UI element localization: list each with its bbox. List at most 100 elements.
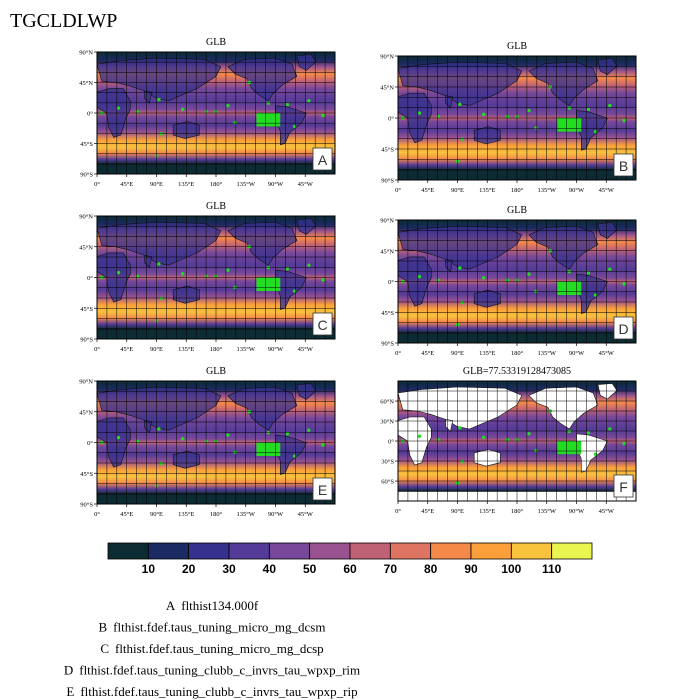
x-tick-label: 90°E xyxy=(451,508,464,515)
x-tick-label: 90°W xyxy=(268,346,284,353)
station-marker xyxy=(622,282,626,286)
panel-letter: E xyxy=(318,482,327,498)
x-tick-label: 135°W xyxy=(237,511,256,518)
station-marker xyxy=(586,430,591,435)
panel-letter-box xyxy=(312,147,333,171)
colorbar: 10 20 30 40 50 60 70 80 90 100 110 xyxy=(107,542,593,576)
y-tick-label: 90°S xyxy=(80,172,93,179)
x-tick-label: 135°W xyxy=(237,181,256,188)
panel-letter: B xyxy=(619,158,628,174)
y-tick-label: 60°S xyxy=(381,479,394,486)
station-marker xyxy=(204,274,209,278)
x-tick-label: 180° xyxy=(511,508,524,515)
station-marker xyxy=(307,428,311,432)
station-marker xyxy=(285,432,290,436)
map-panel-a: GLB 0° 45°E 90°E 135°E 180° 135°W 90°W 45°W 90°N 4… xyxy=(79,37,336,188)
colorbar-tick-label: 80 xyxy=(424,562,438,576)
y-tick-label: 45°S xyxy=(80,141,93,148)
y-tick-label: 90°S xyxy=(381,178,394,185)
heatmap-field xyxy=(398,56,636,180)
station-marker xyxy=(180,107,185,112)
station-marker xyxy=(534,126,538,130)
station-marker xyxy=(460,459,464,464)
legend-letter: C xyxy=(100,641,109,656)
station-marker xyxy=(608,427,612,431)
y-tick-label: 90°S xyxy=(80,337,93,344)
colorbar-tick-label: 40 xyxy=(263,562,277,576)
station-marker xyxy=(292,454,297,458)
x-tick-label: 0° xyxy=(94,181,100,188)
y-tick-label: 45°N xyxy=(380,248,394,255)
land-europe-asia xyxy=(398,61,523,106)
y-tick-label: 90°N xyxy=(79,379,93,386)
station-marker xyxy=(481,112,486,116)
station-marker xyxy=(460,137,464,141)
colorbar-tick-label: 90 xyxy=(464,562,478,576)
station-marker xyxy=(285,267,290,271)
x-tick-label: 90°W xyxy=(569,187,585,194)
x-tick-label: 180° xyxy=(210,511,223,518)
station-marker xyxy=(622,441,626,446)
station-marker xyxy=(157,427,161,431)
panel-letter: A xyxy=(318,152,328,168)
y-tick-label: 45°N xyxy=(79,409,93,416)
x-tick-label: 180° xyxy=(511,350,524,357)
colorbar-swatch xyxy=(107,542,149,560)
station-marker xyxy=(593,293,598,297)
legend-text: flthist.fdef.taus_tuning_micro_mg_dcsm xyxy=(113,620,325,635)
x-tick-label: 0° xyxy=(395,350,401,357)
panel-title: GLB xyxy=(206,37,226,48)
y-tick-label: 0° xyxy=(87,440,93,447)
colorbar-swatch xyxy=(228,542,270,560)
station-marker xyxy=(266,430,271,435)
station-marker xyxy=(307,263,311,267)
map-panel-d: GLB 0° 45°E 90°E 135°E 180° 135°W 90°W 45°W 90°N 4… xyxy=(380,205,637,357)
x-tick-label: 45°E xyxy=(120,511,133,518)
x-tick-label: 45°W xyxy=(298,181,314,188)
land-europe-asia xyxy=(398,225,523,270)
y-tick-label: 60°N xyxy=(380,399,394,406)
x-tick-label: 90°E xyxy=(150,181,163,188)
legend-letter: A xyxy=(166,598,176,613)
colorbar-tick-label: 110 xyxy=(542,562,562,576)
x-tick-label: 135°E xyxy=(479,508,495,515)
station-marker xyxy=(226,103,230,108)
station-marker xyxy=(586,107,591,112)
station-marker xyxy=(417,434,422,438)
station-marker xyxy=(481,276,486,280)
colorbar-tick-label: 100 xyxy=(501,562,521,576)
colorbar-swatch xyxy=(349,542,391,560)
station-marker xyxy=(417,111,422,115)
panel-letter-box xyxy=(613,474,634,498)
x-tick-label: 0° xyxy=(395,508,401,515)
y-tick-label: 30°S xyxy=(381,459,394,466)
x-tick-label: 135°E xyxy=(178,346,194,353)
panel-title: GLB xyxy=(507,41,527,52)
x-tick-label: 90°W xyxy=(569,350,585,357)
x-tick-label: 45°W xyxy=(599,187,615,194)
station-marker xyxy=(292,289,297,293)
x-tick-label: 180° xyxy=(511,187,524,194)
colorbar-tick-label: 30 xyxy=(222,562,236,576)
x-tick-label: 45°E xyxy=(421,350,434,357)
panel-letter: C xyxy=(317,317,327,333)
x-tick-label: 45°E xyxy=(421,508,434,515)
station-marker xyxy=(180,437,185,441)
colorbar-tick-label: 10 xyxy=(142,562,156,576)
panel-letter-box xyxy=(613,316,634,340)
y-tick-label: 90°N xyxy=(79,50,93,57)
station-marker xyxy=(567,106,572,110)
x-tick-label: 135°E xyxy=(178,181,194,188)
panel-title: GLB=77.53319128473085 xyxy=(463,366,571,377)
map-panel-f: GLB=77.53319128473085 0° 45°E 90°E 135°E 180°… xyxy=(380,366,637,515)
station-marker xyxy=(157,97,161,102)
y-tick-label: 0° xyxy=(87,111,93,118)
station-marker xyxy=(505,438,510,442)
y-tick-label: 0° xyxy=(388,439,394,446)
colorbar-swatch xyxy=(551,542,593,560)
x-tick-label: 45°E xyxy=(421,187,434,194)
y-tick-label: 30°N xyxy=(380,419,394,426)
y-tick-label: 90°S xyxy=(381,341,394,348)
x-tick-label: 45°W xyxy=(298,511,314,518)
